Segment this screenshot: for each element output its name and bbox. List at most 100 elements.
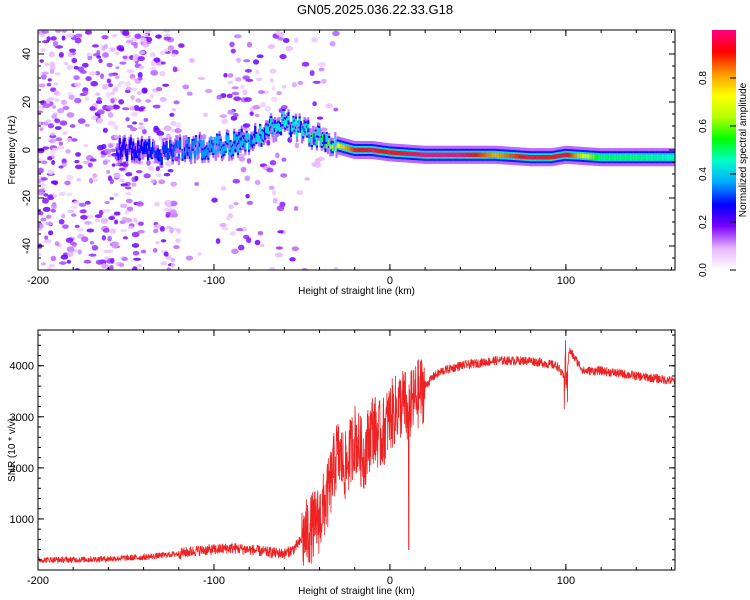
noise-speckle <box>233 34 242 39</box>
ridge-cell <box>121 148 124 153</box>
ridge-cell <box>289 124 293 137</box>
snr-ytick-label: 3000 <box>10 412 34 424</box>
noise-speckle <box>83 143 89 148</box>
noise-speckle <box>159 225 165 232</box>
ridge-cell <box>362 147 365 153</box>
noise-speckle <box>102 127 108 133</box>
noise-speckle <box>47 194 55 201</box>
noise-speckle <box>244 175 251 182</box>
noise-speckle <box>105 92 111 98</box>
ridge-cell <box>304 125 307 130</box>
ridge-cell <box>433 152 437 157</box>
noise-speckle <box>254 239 261 246</box>
noise-speckle <box>291 82 297 88</box>
ridge-cell <box>197 147 200 152</box>
noise-speckle <box>155 240 160 245</box>
noise-speckle <box>311 37 318 43</box>
ridge-cell <box>552 154 555 160</box>
ridge-cell <box>383 149 386 154</box>
ridge-cell <box>436 152 439 157</box>
noise-speckle <box>230 48 236 54</box>
noise-speckle <box>297 81 304 85</box>
ridge-cell <box>330 144 333 149</box>
noise-speckle <box>43 239 52 244</box>
ridge-cell <box>347 146 350 151</box>
noise-speckle <box>118 167 126 171</box>
noise-speckle <box>65 237 74 243</box>
ridge-cell <box>162 145 166 151</box>
ridge-cell <box>600 155 603 160</box>
ridge-cell <box>526 154 529 160</box>
noise-speckle <box>257 230 264 236</box>
ridge-cell <box>398 150 401 156</box>
ridge-cell <box>368 147 371 153</box>
noise-speckle <box>110 98 115 104</box>
noise-speckle <box>132 55 139 62</box>
noise-speckle <box>333 107 339 112</box>
ridge-cell <box>207 149 210 158</box>
noise-speckle <box>333 266 339 270</box>
ridge-cell <box>443 152 447 157</box>
noise-speckle <box>40 217 47 222</box>
noise-speckle <box>50 149 56 156</box>
ridge-cell <box>606 155 609 160</box>
ridge-cell <box>442 152 445 157</box>
noise-speckle <box>107 120 116 126</box>
noise-speckle <box>54 98 60 102</box>
noise-speckle <box>58 165 64 169</box>
ridge-cell <box>583 153 586 159</box>
noise-speckle <box>254 69 260 75</box>
noise-speckle <box>242 89 248 96</box>
ridge-cell <box>663 155 666 160</box>
ridge-cell <box>477 152 480 157</box>
ridge-cell <box>297 122 300 131</box>
ridge-cell <box>309 134 312 140</box>
noise-speckle <box>152 247 158 253</box>
ridge-cell <box>522 154 525 159</box>
noise-speckle <box>125 186 132 190</box>
noise-speckle <box>166 200 171 207</box>
ridge-cell <box>429 152 432 157</box>
noise-speckle <box>282 38 290 43</box>
noise-speckle <box>50 87 57 92</box>
ridge-cell <box>594 154 597 159</box>
ridge-cell <box>320 137 323 146</box>
noise-speckle <box>170 257 176 262</box>
ridge-cell <box>509 153 512 158</box>
noise-speckle <box>254 180 261 185</box>
noise-speckle <box>121 257 128 262</box>
noise-speckle <box>281 157 287 162</box>
ridge-cell <box>199 141 203 147</box>
ridge-cell <box>246 134 249 140</box>
noise-speckle <box>52 41 59 47</box>
noise-speckle <box>125 81 131 87</box>
ridge-cell <box>325 133 328 142</box>
ridge-cell <box>541 155 544 160</box>
noise-speckle <box>137 229 145 234</box>
ridge-cell <box>573 153 576 158</box>
noise-speckle <box>106 105 115 110</box>
noise-speckle <box>87 162 93 168</box>
ridge-cell <box>250 134 253 147</box>
ridge-cell <box>372 147 375 153</box>
ridge-cell <box>496 152 500 158</box>
noise-speckle <box>254 113 260 118</box>
noise-speckle <box>132 121 137 125</box>
noise-speckle <box>50 132 56 136</box>
ridge-cell <box>627 155 630 160</box>
ridge-cell <box>640 155 644 160</box>
noise-speckle <box>84 123 90 127</box>
noise-speckle <box>50 255 57 262</box>
ridge-cell <box>262 133 265 139</box>
ridge-cell <box>445 152 448 157</box>
noise-speckle <box>246 200 254 206</box>
noise-speckle <box>113 86 119 92</box>
noise-speckle <box>94 92 101 97</box>
noise-speckle <box>109 228 117 234</box>
ridge-cell <box>318 128 321 137</box>
noise-speckle <box>107 235 112 242</box>
noise-speckle <box>291 246 300 252</box>
noise-speckle <box>119 178 125 183</box>
ridge-cell <box>644 155 647 160</box>
noise-speckle <box>44 62 50 67</box>
